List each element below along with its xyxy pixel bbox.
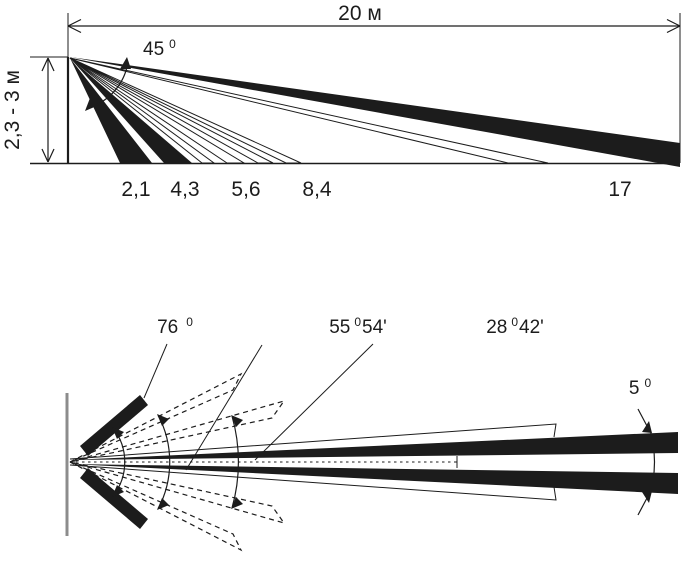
dashed-beam-lower-outer (69, 461, 243, 552)
arc-76-arrow-up-icon (112, 427, 124, 439)
beam-solid-far (70, 57, 680, 167)
arc-28-42 (231, 415, 239, 509)
floor-label-5-6: 5,6 (231, 178, 260, 201)
beam-outline-1 (69, 57, 216, 164)
arc-arrow-up-icon (120, 57, 131, 69)
floor-distance-labels: 2,1 4,3 5,6 8,4 17 (121, 178, 631, 201)
arc-arrow-down-icon (85, 98, 99, 111)
width-dimension-label: 20 м (338, 2, 382, 25)
leader-lines (143, 343, 374, 471)
central-beam-upper (70, 432, 678, 460)
floor-label-2-1: 2,1 (121, 178, 150, 201)
dashed-beam-upper-inner (69, 399, 286, 463)
angle-45-label: 45 0 (143, 37, 176, 60)
dashed-beam-upper-outer (69, 372, 243, 463)
angle-28-42-label: 28 042' (486, 315, 544, 338)
arc-55-arrow-up-icon (157, 414, 169, 426)
beam-outline-3 (69, 57, 274, 164)
dashed-beams (69, 372, 286, 552)
arc-5-arrow-up-icon (642, 421, 652, 433)
leader-55-54 (185, 344, 263, 471)
dim-arrow-up-icon (41, 57, 55, 72)
arc-55-arrow-down-icon (157, 498, 169, 510)
beam-outline-5 (69, 57, 549, 164)
beam-outline-2 (69, 57, 246, 164)
beam-solid-near-1 (70, 58, 152, 163)
beam-outline-4 (69, 57, 302, 164)
side-view-beams (69, 57, 680, 167)
arc-28-arrow-down-icon (231, 497, 243, 509)
side-view: 20 м 2,3 - 3 м 45 0 (1, 2, 681, 201)
leader-28-42 (254, 343, 374, 461)
arc-5-tails (637, 408, 648, 516)
width-dimension (67, 18, 681, 34)
dim-arrow-down-icon (41, 148, 55, 163)
height-dimension (41, 57, 55, 163)
side-lobe-upper (80, 395, 148, 456)
arc-76-arrow-down-icon (112, 485, 124, 497)
arc-28-arrow-up-icon (231, 415, 243, 427)
dimension-extension-lines (30, 13, 681, 163)
floor-label-8-4: 8,4 (302, 178, 332, 201)
floor-label-4-3: 4,3 (170, 178, 199, 201)
angle-55-54-label: 55 054' (329, 315, 387, 338)
central-beam-lower (70, 464, 678, 494)
central-beam-outline-lower (69, 464, 557, 501)
leader-76 (143, 343, 168, 399)
arc-5-arrow-down-icon (642, 491, 652, 503)
height-dimension-label: 2,3 - 3 м (1, 70, 24, 150)
angle-76-label: 76 0 (157, 315, 193, 338)
dashed-beam-lower-inner (69, 461, 286, 525)
central-beam-outline-upper (69, 423, 557, 460)
floor-label-17: 17 (608, 178, 631, 201)
dim-arrow-right-icon (666, 18, 681, 34)
dim-arrow-left-icon (67, 18, 82, 34)
side-lobe-lower (80, 468, 148, 529)
angle-45-arc (85, 57, 131, 111)
beam-solid-near-2 (70, 58, 192, 163)
arc-arrowheads (112, 414, 652, 510)
